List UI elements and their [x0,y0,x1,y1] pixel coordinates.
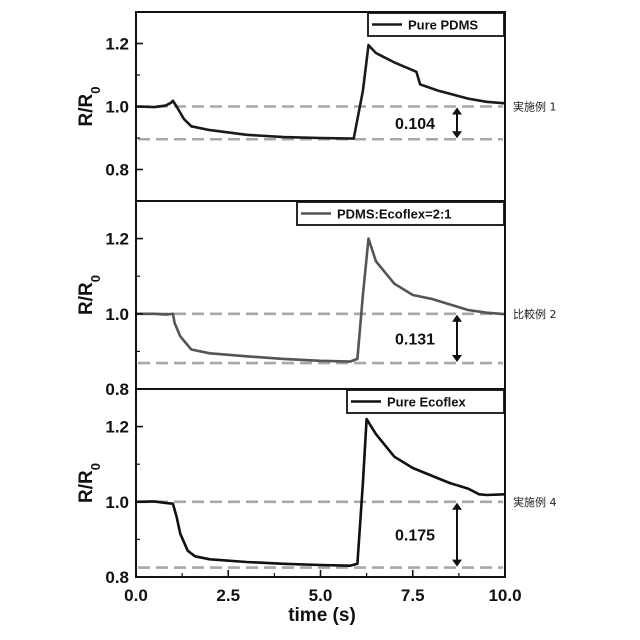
annotation-pdms-ecoflex: 0.131 [395,331,435,348]
arrow-head-down [452,560,462,567]
x-tick-label: 0.0 [124,586,148,605]
x-tick-label: 2.5 [216,586,240,605]
y-tick-label: 0.8 [105,380,129,399]
series-line-pure-ecoflex [136,419,505,566]
legend-label-pure-ecoflex: Pure Ecoflex [387,395,467,410]
y-tick-label: 1.0 [105,493,129,512]
y-axis-title-main: R/R [76,282,97,315]
y-axis-title: R/R0 [76,463,103,503]
panel-pure-ecoflex: 0.175 0.8 1.0 1.2 R/R0 Pure Ecoflex 実施例 4 [76,389,557,587]
side-label-pdms-ecoflex: 比較例 2 [513,307,557,321]
y-axis-title-sub: 0 [88,87,103,94]
y-tick-label: 1.2 [105,35,129,54]
legend-label-pure-pdms: Pure PDMS [408,18,478,33]
annotation-pure-pdms: 0.104 [395,116,435,133]
legend-label-pdms-ecoflex: PDMS:Ecoflex=2:1 [337,207,452,222]
y-tick-label: 1.0 [105,98,129,117]
y-axis-title-main: R/R [76,470,97,503]
panels-layer: 0.1040.81.01.2R/R0Pure PDMS実施例 10.1310.8… [76,12,557,587]
arrow-head-down [452,131,462,138]
x-tick-layer: 0.0 2.5 5.0 7.5 10.0 [124,570,521,605]
y-axis-title-sub: 0 [88,275,103,282]
x-tick-label: 10.0 [488,586,521,605]
y-axis-title: R/R0 [76,275,103,315]
arrow-head-down [452,355,462,362]
arrow-head-up [452,503,462,510]
y-axis-title-sub: 0 [88,463,103,470]
arrow-head-up [452,315,462,322]
panel-pdms-ecoflex: 0.131 0.8 1.0 1.2 R/R0 PDMS:Ecoflex=2:1 比較例 2 [76,201,557,399]
y-axis-title-main: R/R [76,93,97,126]
x-tick-label: 7.5 [401,586,425,605]
y-tick-label: 1.2 [105,230,129,249]
side-label-pure-ecoflex: 実施例 4 [513,495,557,509]
y-tick-label: 0.8 [105,568,129,587]
y-axis-title: R/R0 [76,87,103,127]
panel-pure-pdms: 0.104 0.8 1.0 1.2 R/R0 Pure PDMS 実施例 1 [76,12,557,201]
arrow-head-up [452,108,462,115]
y-tick-label: 1.2 [105,418,129,437]
series-line-pdms-ecoflex [136,239,505,362]
x-axis-title: time (s) [288,605,356,626]
series-line-pure-pdms [136,45,505,139]
y-tick-label: 0.8 [105,161,129,180]
y-tick-label: 1.0 [105,305,129,324]
annotation-pure-ecoflex: 0.175 [395,528,435,545]
side-label-pure-pdms: 実施例 1 [513,100,557,114]
x-tick-label: 5.0 [309,586,333,605]
